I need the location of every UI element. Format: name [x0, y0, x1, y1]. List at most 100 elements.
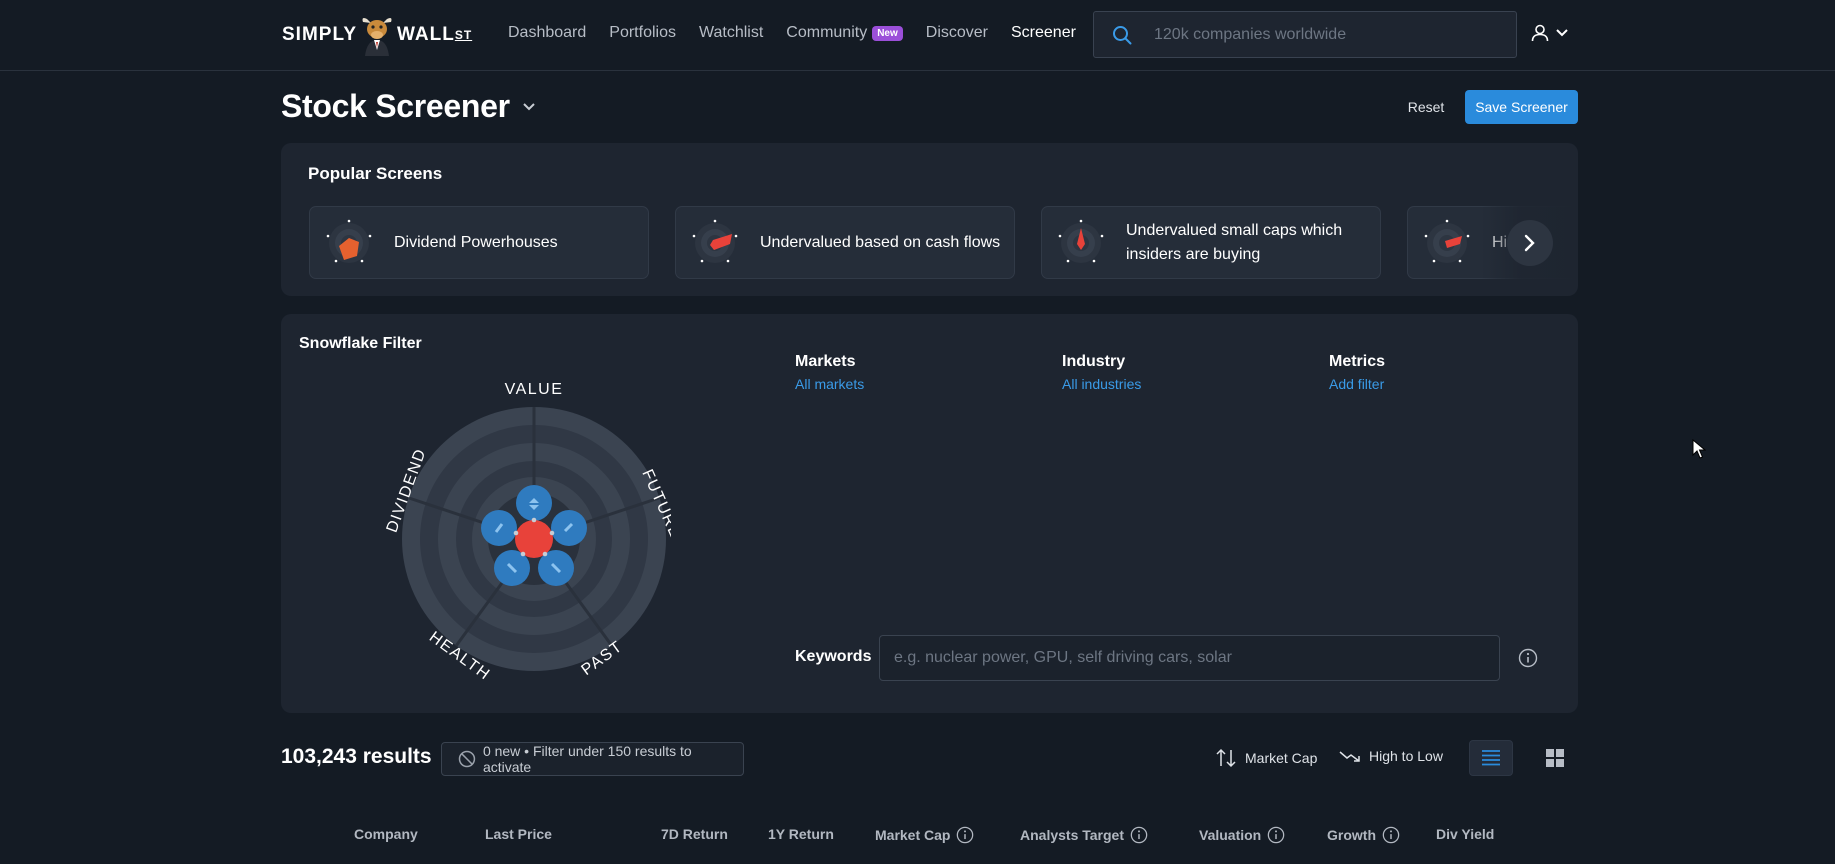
- industry-filter: Industry All industries: [1062, 353, 1141, 394]
- mini-snowflake-icon: [326, 219, 372, 263]
- trend-down-icon: [1339, 751, 1360, 762]
- mouse-cursor-icon: [1692, 439, 1706, 459]
- chevron-down-icon: [523, 102, 535, 110]
- snowflake-handles[interactable]: [481, 485, 587, 586]
- markets-link[interactable]: All markets: [795, 376, 865, 392]
- nav-link-portfolios[interactable]: Portfolios: [609, 24, 676, 42]
- nav-link-label: Portfolios: [609, 24, 676, 41]
- markets-label: Markets: [795, 353, 856, 370]
- search-box[interactable]: [1093, 11, 1517, 58]
- column-header-analysts-target[interactable]: Analysts Target: [1020, 826, 1148, 844]
- nav-link-label: Dashboard: [508, 24, 587, 41]
- industry-link[interactable]: All industries: [1062, 376, 1142, 392]
- nav-links: Dashboard Portfolios Watchlist Community…: [508, 24, 1099, 42]
- nav-link-watchlist[interactable]: Watchlist: [699, 24, 763, 42]
- search-input[interactable]: [1154, 25, 1494, 44]
- nav-link-dashboard[interactable]: Dashboard: [508, 24, 586, 42]
- user-menu[interactable]: [1531, 23, 1571, 43]
- new-badge: New: [872, 25, 903, 41]
- popular-screen-card[interactable]: Dividend Powerhouses: [309, 206, 649, 279]
- column-header-label: Last Price: [485, 826, 552, 842]
- list-view-button[interactable]: [1469, 740, 1513, 776]
- column-header-label: Analysts Target: [1020, 827, 1124, 843]
- new-results-text: 0 new • Filter under 150 results to acti…: [482, 743, 692, 775]
- column-header-growth[interactable]: Growth: [1327, 826, 1400, 844]
- sort-order-label: High to Low: [1369, 748, 1443, 764]
- sort-field-button[interactable]: Market Cap: [1215, 748, 1317, 768]
- info-icon[interactable]: [1267, 826, 1285, 844]
- nav-link-screener[interactable]: Screener: [1011, 24, 1076, 42]
- add-filter-link[interactable]: Add filter: [1329, 376, 1385, 392]
- column-header-valuation[interactable]: Valuation: [1199, 826, 1285, 844]
- blocked-icon: [458, 750, 476, 768]
- bull-logo-icon: [362, 18, 392, 56]
- column-header-7d-return[interactable]: 7D Return: [661, 826, 728, 842]
- nav-link-label: Screener: [1011, 24, 1076, 41]
- column-header-label: Valuation: [1199, 827, 1262, 843]
- grid-view-icon: [1546, 749, 1564, 767]
- results-count: 103,243 results: [281, 745, 432, 768]
- reset-button[interactable]: Reset: [1396, 90, 1456, 124]
- carousel-next-button[interactable]: [1507, 220, 1553, 266]
- chevron-right-icon: [1524, 234, 1535, 252]
- sort-arrows-icon: [1216, 748, 1236, 768]
- popular-screen-card[interactable]: Undervalued small caps which insiders ar…: [1041, 206, 1381, 279]
- column-header-label: Growth: [1327, 827, 1376, 843]
- nav-link-label: Watchlist: [698, 24, 764, 41]
- mini-snowflake-icon: [1058, 219, 1104, 263]
- logo-text-right: WALL: [397, 24, 455, 45]
- mini-snowflake-icon: [1424, 219, 1470, 263]
- new-results-pill: 0 new • Filter under 150 results to acti…: [441, 742, 744, 776]
- column-header-last-price[interactable]: Last Price: [485, 826, 552, 842]
- snowflake-core: [515, 520, 553, 558]
- save-screener-button[interactable]: Save Screener: [1465, 90, 1578, 124]
- logo-text-suffix: ST: [454, 28, 473, 42]
- info-icon[interactable]: [1382, 826, 1400, 844]
- logo[interactable]: SIMPLY WALL ST: [282, 12, 472, 58]
- column-header-div-yield[interactable]: Div Yield: [1436, 826, 1494, 842]
- sort-order-button[interactable]: High to Low: [1339, 748, 1443, 764]
- popular-screens-title: Popular Screens: [308, 164, 443, 183]
- chevron-down-icon: [1556, 29, 1568, 37]
- user-icon: [1531, 24, 1549, 42]
- mini-snowflake-icon: [692, 219, 738, 263]
- snowflake-chart[interactable]: VALUE FUTURE PAST HEALTH DIVIDEND: [361, 364, 671, 694]
- metrics-label: Metrics: [1329, 353, 1386, 370]
- keywords-input[interactable]: [879, 635, 1500, 681]
- column-header-1y-return[interactable]: 1Y Return: [768, 826, 834, 842]
- popular-screen-label: Undervalued based on cash flows: [760, 233, 1001, 251]
- popular-screens-panel: Popular Screens Dividend Powerhouses Und…: [281, 143, 1578, 296]
- list-view-icon: [1482, 750, 1500, 766]
- popular-screen-label: Dividend Powerhouses: [394, 233, 558, 251]
- markets-filter: Markets All markets: [795, 353, 864, 394]
- snowflake-filter-panel: Snowflake Filter: [281, 314, 1578, 713]
- metrics-filter: Metrics Add filter: [1329, 353, 1385, 394]
- column-header-label: 1Y Return: [768, 826, 834, 842]
- sort-field-label: Market Cap: [1245, 750, 1318, 766]
- snowflake-filter-title: Snowflake Filter: [299, 335, 422, 352]
- nav-link-label: Discover: [925, 24, 988, 41]
- logo-text-left: SIMPLY: [282, 24, 357, 45]
- nav-link-community[interactable]: Community New: [786, 24, 903, 42]
- axis-label-value: VALUE: [505, 381, 564, 398]
- popular-screens-list: Dividend Powerhouses Undervalued based o…: [309, 206, 1578, 279]
- popular-screen-label: Undervalued small caps which insiders ar…: [1126, 221, 1343, 263]
- search-icon: [1113, 25, 1132, 44]
- popular-screen-card[interactable]: Undervalued based on cash flows: [675, 206, 1015, 279]
- column-header-company[interactable]: Company: [354, 826, 418, 842]
- info-icon[interactable]: [1518, 648, 1538, 668]
- industry-label: Industry: [1062, 353, 1126, 370]
- info-icon[interactable]: [1130, 826, 1148, 844]
- page-title[interactable]: Stock Screener: [281, 88, 536, 125]
- column-header-label: Company: [354, 826, 418, 842]
- info-icon[interactable]: [956, 826, 974, 844]
- page-title-text: Stock Screener: [281, 88, 510, 124]
- top-nav: SIMPLY WALL ST Dashboard Portfolios Watc…: [0, 0, 1835, 71]
- nav-link-discover[interactable]: Discover: [926, 24, 988, 42]
- grid-view-button[interactable]: [1533, 740, 1577, 776]
- nav-link-label: Community: [786, 24, 868, 41]
- column-header-label: Div Yield: [1436, 826, 1495, 842]
- keywords-label: Keywords: [795, 648, 872, 665]
- column-header-label: Market Cap: [875, 827, 951, 843]
- column-header-market-cap[interactable]: Market Cap: [875, 826, 974, 844]
